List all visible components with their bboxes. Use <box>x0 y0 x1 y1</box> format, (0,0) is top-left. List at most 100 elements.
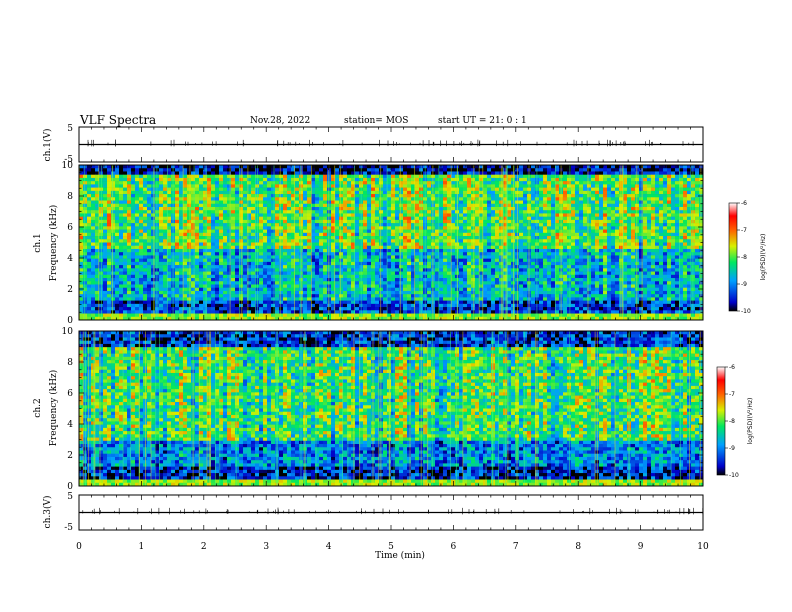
spectrogram-cell <box>387 188 391 192</box>
spectrogram-cell <box>127 191 131 195</box>
spectrogram-cell <box>83 168 87 172</box>
spectrogram-cell <box>119 191 123 195</box>
spectrogram-cell <box>551 197 555 201</box>
spectrogram-cell <box>475 178 479 182</box>
spectrogram-cell <box>207 184 211 188</box>
spectrogram-cell <box>519 165 523 169</box>
spectrogram-cell <box>495 191 499 195</box>
spectrogram-cell <box>659 165 663 169</box>
spectrogram-cell <box>303 178 307 182</box>
spectrogram-cell <box>163 194 167 198</box>
spectrogram-cell <box>91 175 95 179</box>
spectrogram-cell <box>399 197 403 201</box>
spectrogram-cell <box>195 191 199 195</box>
spectrogram-cell <box>259 178 263 182</box>
spectrogram-cell <box>199 191 203 195</box>
spectrogram-cell <box>395 184 399 188</box>
spectrogram-cell <box>563 168 567 172</box>
spectrogram-cell <box>295 178 299 182</box>
spectrogram-cell <box>267 188 271 192</box>
spectrogram-cell <box>483 194 487 198</box>
spectrogram-cell <box>495 197 499 201</box>
spectrogram-cell <box>267 168 271 172</box>
spectrogram-cell <box>91 181 95 185</box>
spectrogram-cell <box>335 191 339 195</box>
spectrogram-cell <box>339 175 343 179</box>
spectrogram-cell <box>599 191 603 195</box>
spectrogram-cell <box>207 181 211 185</box>
spectrogram-cell <box>611 204 615 208</box>
spectrogram-cell <box>583 201 587 205</box>
spectrogram-cell <box>563 207 567 211</box>
spectrogram-cell <box>471 181 475 185</box>
spectrogram-cell <box>303 188 307 192</box>
spectrogram-cell <box>307 207 311 211</box>
spectrogram-cell <box>471 171 475 175</box>
spectrogram-cell <box>111 165 115 169</box>
spectrogram-cell <box>487 168 491 172</box>
spectrogram-cell <box>531 165 535 169</box>
spectrogram-cell <box>195 194 199 198</box>
spectrogram-cell <box>427 165 431 169</box>
spectrogram-cell <box>111 168 115 172</box>
spectrogram-cell <box>283 175 287 179</box>
spectrogram-cell <box>575 171 579 175</box>
spectrogram-cell <box>191 175 195 179</box>
spectrogram-cell <box>231 197 235 201</box>
spectrogram-cell <box>475 204 479 208</box>
spectrogram-cell <box>471 191 475 195</box>
spectrogram-cell <box>143 204 147 208</box>
spectrogram-cell <box>319 175 323 179</box>
spectrogram-cell <box>283 165 287 169</box>
spectrogram-cell <box>383 188 387 192</box>
spectrogram-cell <box>379 165 383 169</box>
spectrogram-cell <box>235 175 239 179</box>
spectrogram-cell <box>639 194 643 198</box>
spectrogram-cell <box>323 201 327 205</box>
spectrogram-cell <box>127 204 131 208</box>
spectrogram-cell <box>583 184 587 188</box>
spectrogram-cell <box>207 171 211 175</box>
spectrogram-cell <box>595 181 599 185</box>
spectrogram-cell <box>463 168 467 172</box>
spectrogram-cell <box>563 178 567 182</box>
spectrogram-cell <box>391 184 395 188</box>
spectrogram-cell <box>659 168 663 172</box>
spectrogram-cell <box>407 184 411 188</box>
spectrogram-cell <box>275 194 279 198</box>
spectrogram-cell <box>671 168 675 172</box>
spectrogram-cell <box>175 201 179 205</box>
spectrogram-cell <box>575 178 579 182</box>
spectrogram-cell <box>379 197 383 201</box>
spectrogram-cell <box>515 207 519 211</box>
spectrogram-cell <box>383 168 387 172</box>
spectrogram-cell <box>647 175 651 179</box>
spectrogram-cell <box>483 188 487 192</box>
spectrogram-cell <box>391 171 395 175</box>
spectrogram-cell <box>495 184 499 188</box>
spectrogram-cell <box>571 181 575 185</box>
spectrogram-cell <box>443 168 447 172</box>
spectrogram-cell <box>187 181 191 185</box>
spectrogram-cell <box>407 197 411 201</box>
spectrogram-cell <box>651 201 655 205</box>
spectrogram-cell <box>271 204 275 208</box>
spectrogram-cell <box>695 191 699 195</box>
spectrogram-cell <box>179 191 183 195</box>
spectrogram-cell <box>583 168 587 172</box>
spectrogram-cell <box>355 184 359 188</box>
spectrogram-cell <box>655 204 659 208</box>
spectrogram-cell <box>483 201 487 205</box>
spectrogram-cell <box>219 207 223 211</box>
spectrogram-cell <box>131 171 135 175</box>
spectrogram-cell <box>651 204 655 208</box>
spectrogram-cell <box>451 175 455 179</box>
spectrogram-cell <box>287 191 291 195</box>
spectrogram-cell <box>671 191 675 195</box>
spectrogram-cell <box>343 194 347 198</box>
spectrogram-cell <box>631 207 635 211</box>
spectrogram-cell <box>523 201 527 205</box>
spectrogram-cell <box>467 178 471 182</box>
spectrogram-cell <box>235 168 239 172</box>
spectrogram-cell <box>367 171 371 175</box>
